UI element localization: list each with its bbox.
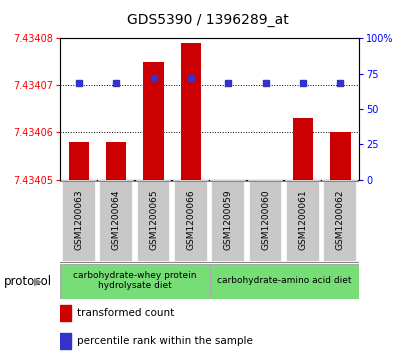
Text: GSM1200061: GSM1200061 xyxy=(298,189,308,250)
Text: GSM1200064: GSM1200064 xyxy=(112,189,121,250)
Point xyxy=(150,75,157,81)
FancyBboxPatch shape xyxy=(60,264,210,299)
Text: carbohydrate-whey protein
hydrolysate diet: carbohydrate-whey protein hydrolysate di… xyxy=(73,271,197,290)
Point xyxy=(113,81,120,86)
Bar xyxy=(60,305,71,321)
Bar xyxy=(143,62,164,180)
Text: carbohydrate-amino acid diet: carbohydrate-amino acid diet xyxy=(217,276,352,285)
FancyBboxPatch shape xyxy=(324,182,357,261)
FancyBboxPatch shape xyxy=(249,182,282,261)
FancyBboxPatch shape xyxy=(100,182,133,261)
Point xyxy=(225,81,232,86)
FancyBboxPatch shape xyxy=(62,182,95,261)
Text: GSM1200060: GSM1200060 xyxy=(261,189,270,250)
Bar xyxy=(106,142,127,180)
Bar xyxy=(330,132,351,180)
Point xyxy=(188,75,194,81)
Text: GSM1200063: GSM1200063 xyxy=(74,189,83,250)
Bar xyxy=(181,43,201,180)
Point xyxy=(76,81,82,86)
Text: transformed count: transformed count xyxy=(77,308,174,318)
Text: GSM1200062: GSM1200062 xyxy=(336,189,345,250)
Bar xyxy=(60,333,71,349)
Text: GDS5390 / 1396289_at: GDS5390 / 1396289_at xyxy=(127,13,288,27)
Bar xyxy=(255,180,276,189)
Text: ▶: ▶ xyxy=(34,276,43,286)
Bar xyxy=(218,180,239,189)
Text: protocol: protocol xyxy=(4,275,52,288)
FancyBboxPatch shape xyxy=(137,182,170,261)
Bar xyxy=(68,142,89,180)
FancyBboxPatch shape xyxy=(211,182,245,261)
Text: GSM1200066: GSM1200066 xyxy=(186,189,195,250)
Text: percentile rank within the sample: percentile rank within the sample xyxy=(77,336,252,346)
Text: GSM1200065: GSM1200065 xyxy=(149,189,158,250)
Point xyxy=(262,81,269,86)
FancyBboxPatch shape xyxy=(174,182,208,261)
Bar xyxy=(293,118,313,180)
Point xyxy=(300,81,306,86)
Point xyxy=(337,81,344,86)
FancyBboxPatch shape xyxy=(286,182,320,261)
FancyBboxPatch shape xyxy=(210,264,359,299)
Text: GSM1200059: GSM1200059 xyxy=(224,189,233,250)
